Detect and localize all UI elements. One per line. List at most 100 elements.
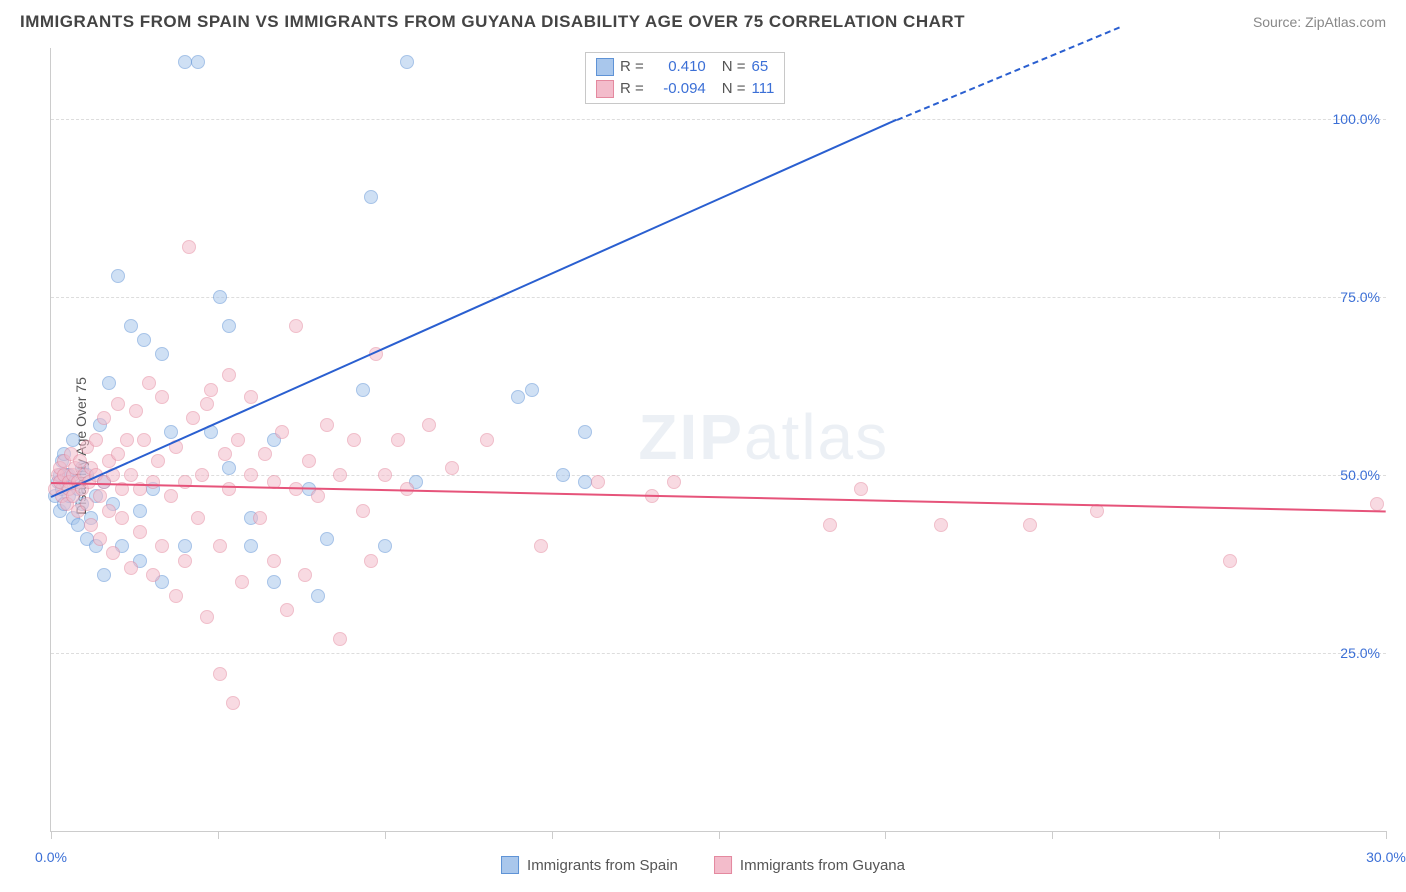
ytick-label: 100.0% (1333, 111, 1380, 127)
scatter-point (111, 269, 125, 283)
xtick-mark (385, 831, 386, 839)
scatter-point (200, 610, 214, 624)
scatter-point (578, 425, 592, 439)
ytick-label: 75.0% (1340, 289, 1380, 305)
scatter-point (244, 390, 258, 404)
xtick-mark (51, 831, 52, 839)
ytick-label: 50.0% (1340, 467, 1380, 483)
scatter-point (191, 511, 205, 525)
scatter-point (267, 575, 281, 589)
scatter-point (218, 447, 232, 461)
scatter-point (71, 518, 85, 532)
gridline-h (51, 653, 1386, 654)
xtick-mark (1386, 831, 1387, 839)
scatter-point (155, 347, 169, 361)
scatter-point (164, 425, 178, 439)
scatter-point (137, 433, 151, 447)
scatter-point (391, 433, 405, 447)
xtick-mark (552, 831, 553, 839)
scatter-point (137, 333, 151, 347)
stat-n-value: 65 (752, 56, 769, 78)
legend-label: Immigrants from Guyana (740, 857, 905, 874)
watermark: ZIPatlas (638, 400, 889, 474)
scatter-point (591, 475, 605, 489)
scatter-point (445, 461, 459, 475)
scatter-point (667, 475, 681, 489)
scatter-point (111, 397, 125, 411)
scatter-point (534, 539, 548, 553)
stat-n-label: N = (722, 56, 746, 78)
scatter-point (106, 546, 120, 560)
scatter-point (124, 468, 138, 482)
scatter-point (1223, 554, 1237, 568)
stat-r-value: -0.094 (650, 78, 706, 100)
scatter-point (280, 603, 294, 617)
scatter-point (102, 376, 116, 390)
scatter-point (182, 240, 196, 254)
scatter-point (155, 539, 169, 553)
scatter-point (213, 539, 227, 553)
scatter-point (146, 475, 160, 489)
scatter-point (151, 454, 165, 468)
legend-swatch (596, 58, 614, 76)
scatter-point (102, 504, 116, 518)
xtick-mark (885, 831, 886, 839)
scatter-point (222, 319, 236, 333)
scatter-point (231, 433, 245, 447)
trend-line (896, 27, 1119, 121)
scatter-point (258, 447, 272, 461)
xtick-mark (1219, 831, 1220, 839)
scatter-point (525, 383, 539, 397)
legend-bottom: Immigrants from Spain Immigrants from Guy… (501, 856, 905, 874)
scatter-point (302, 454, 316, 468)
legend-label: Immigrants from Spain (527, 857, 678, 874)
xtick-label: 0.0% (35, 849, 67, 865)
scatter-point (89, 433, 103, 447)
source-label: Source: ZipAtlas.com (1253, 14, 1386, 30)
scatter-point (1023, 518, 1037, 532)
scatter-point (111, 447, 125, 461)
gridline-h (51, 297, 1386, 298)
scatter-point (289, 319, 303, 333)
xtick-mark (719, 831, 720, 839)
chart-title: IMMIGRANTS FROM SPAIN VS IMMIGRANTS FROM… (20, 12, 965, 32)
scatter-point (191, 55, 205, 69)
scatter-point (115, 511, 129, 525)
scatter-point (155, 390, 169, 404)
scatter-point (347, 433, 361, 447)
scatter-point (146, 568, 160, 582)
scatter-point (213, 667, 227, 681)
stat-n-value: 111 (752, 78, 775, 100)
trend-line (51, 119, 897, 498)
legend-stats-row: R =-0.094N =111 (596, 78, 774, 100)
scatter-point (186, 411, 200, 425)
scatter-point (195, 468, 209, 482)
stat-r-label: R = (620, 56, 644, 78)
legend-swatch (714, 856, 732, 874)
scatter-point (311, 589, 325, 603)
scatter-point (169, 589, 183, 603)
scatter-point (222, 461, 236, 475)
legend-stats-row: R =0.410N =65 (596, 56, 774, 78)
scatter-point (244, 468, 258, 482)
scatter-point (124, 319, 138, 333)
scatter-point (178, 539, 192, 553)
legend-item: Immigrants from Guyana (714, 856, 905, 874)
scatter-point (97, 411, 111, 425)
scatter-point (934, 518, 948, 532)
scatter-point (120, 433, 134, 447)
scatter-point (200, 397, 214, 411)
scatter-point (480, 433, 494, 447)
scatter-point (244, 539, 258, 553)
xtick-mark (1052, 831, 1053, 839)
scatter-point (378, 468, 392, 482)
scatter-point (298, 568, 312, 582)
scatter-point (164, 489, 178, 503)
scatter-point (378, 539, 392, 553)
scatter-point (823, 518, 837, 532)
scatter-point (133, 525, 147, 539)
scatter-point (129, 404, 143, 418)
scatter-point (97, 568, 111, 582)
scatter-point (124, 561, 138, 575)
scatter-point (226, 696, 240, 710)
